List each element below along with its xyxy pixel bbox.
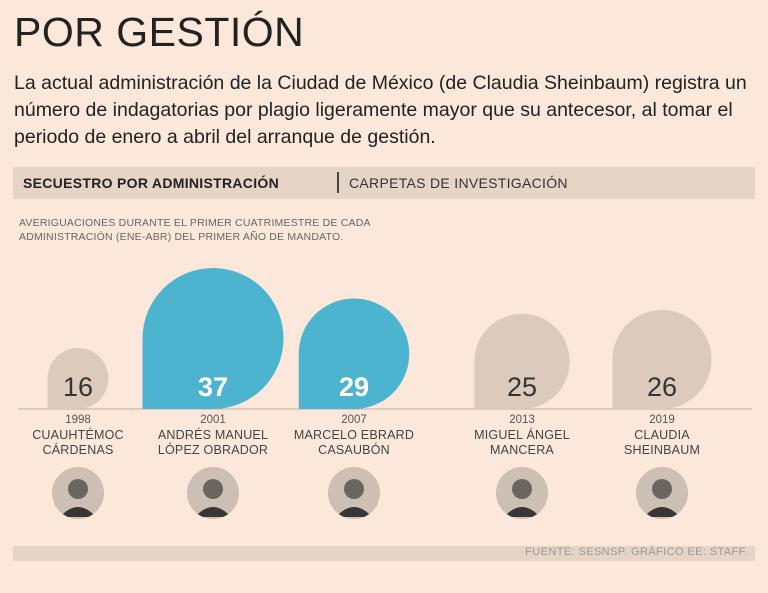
subtitle: La actual administración de la Ciudad de…	[14, 72, 747, 148]
bar-2007	[298, 298, 410, 409]
admin-year: 2001	[200, 414, 226, 426]
admin-year: 1998	[65, 414, 91, 426]
portrait-icon	[187, 467, 239, 519]
portrait-icon	[52, 467, 104, 519]
chart-note: AVERIGUACIONES DURANTE EL PRIMER CUATRIM…	[19, 217, 371, 243]
data-label-2019: 26	[647, 372, 677, 402]
section-header: SECUESTRO POR ADMINISTRACIÓN CARPETAS DE…	[13, 167, 755, 199]
admin-name-line2: LÓPEZ OBRADOR	[157, 443, 269, 457]
admin-year: 2007	[341, 414, 367, 426]
admin-name-line1: ANDRÉS MANUEL	[157, 428, 269, 442]
section-label: SECUESTRO POR ADMINISTRACIÓN	[23, 175, 280, 191]
data-label-2001: 37	[198, 372, 228, 402]
bar-1998	[47, 348, 109, 409]
source-text: FUENTE: SESNSP. GRÁFICO EE: STAFF.	[525, 546, 748, 558]
data-label-2013: 25	[507, 372, 537, 402]
source-bar	[13, 546, 755, 561]
admin-label: 1998 CUAUHTÉMOC CÁRDENAS	[8, 413, 148, 458]
bar-2013	[474, 313, 570, 409]
bar-2001	[142, 268, 284, 409]
page-title: POR GESTIÓN	[14, 9, 305, 55]
bar-2019	[612, 309, 712, 409]
admin-name-line1: CUAUHTÉMOC	[32, 428, 124, 442]
portrait-icon	[636, 467, 688, 519]
section-sublabel: CARPETAS DE INVESTIGACIÓN	[349, 175, 568, 191]
portrait-icon	[496, 467, 548, 519]
data-label-1998: 16	[63, 372, 93, 402]
admin-label: 2019 CLAUDIA SHEINBAUM	[592, 413, 732, 458]
admin-name-line2: SHEINBAUM	[623, 443, 701, 457]
admin-year: 2013	[509, 414, 535, 426]
admin-label: 2007 MARCELO EBRARD CASAUBÓN	[284, 413, 424, 458]
portrait-icon	[328, 467, 380, 519]
admin-name-line1: MARCELO EBRARD	[293, 428, 415, 442]
section-divider	[337, 172, 339, 193]
admin-name-line1: MIGUEL ÁNGEL	[474, 428, 570, 442]
admin-label: 2013 MIGUEL ÁNGEL MANCERA	[452, 413, 592, 458]
admin-label: 2001 ANDRÉS MANUEL LÓPEZ OBRADOR	[143, 413, 283, 458]
admin-name-line2: CASAUBÓN	[318, 443, 390, 457]
admin-year: 2019	[649, 414, 675, 426]
admin-name-line2: CÁRDENAS	[42, 443, 114, 457]
data-label-2007: 29	[339, 372, 369, 402]
admin-name-line1: CLAUDIA	[634, 428, 690, 442]
admin-name-line2: MANCERA	[490, 443, 554, 457]
